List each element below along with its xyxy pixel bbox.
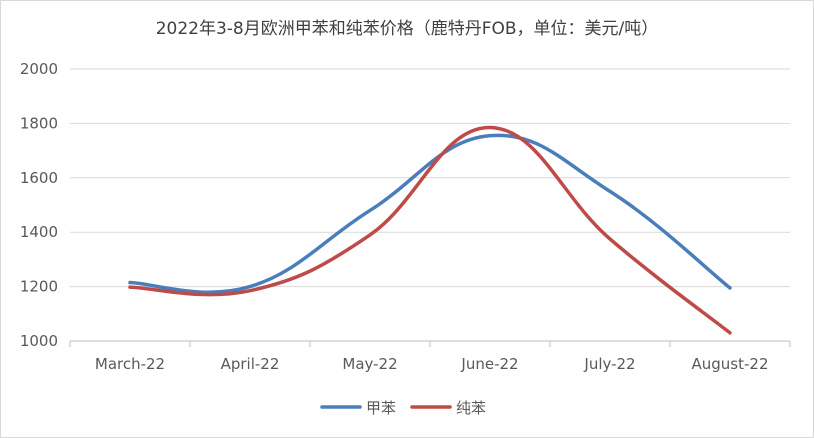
y-tick-label: 2000: [20, 60, 58, 78]
x-tick-label: August-22: [692, 355, 769, 373]
y-tick-label: 1600: [20, 169, 58, 187]
y-axis: 1000 1200 1400 1600 1800 2000: [20, 60, 58, 350]
x-tick-label: March-22: [95, 355, 165, 373]
x-tick-label: July-22: [583, 355, 635, 373]
y-tick-label: 1000: [20, 332, 58, 350]
series-lines: [128, 125, 732, 335]
y-tick-label: 1200: [20, 278, 58, 296]
series-line-1: [128, 133, 732, 294]
legend-label: 甲苯: [366, 399, 396, 417]
series-line-2: [128, 125, 732, 335]
x-tick-label: April-22: [221, 355, 280, 373]
y-tick-label: 1400: [20, 223, 58, 241]
x-tick-label: June-22: [460, 355, 518, 373]
gridlines: [70, 68, 790, 342]
x-axis: March-22 April-22 May-22 June-22 July-22 Augu…: [69, 341, 791, 373]
x-tick-label: May-22: [342, 355, 397, 373]
legend: 甲苯 纯苯: [320, 399, 486, 417]
legend-label: 纯苯: [456, 399, 486, 417]
y-tick-label: 1800: [20, 114, 58, 132]
chart-title: 2022年3-8月欧洲甲苯和纯苯价格（鹿特丹FOB，单位：美元/吨）: [155, 19, 659, 39]
